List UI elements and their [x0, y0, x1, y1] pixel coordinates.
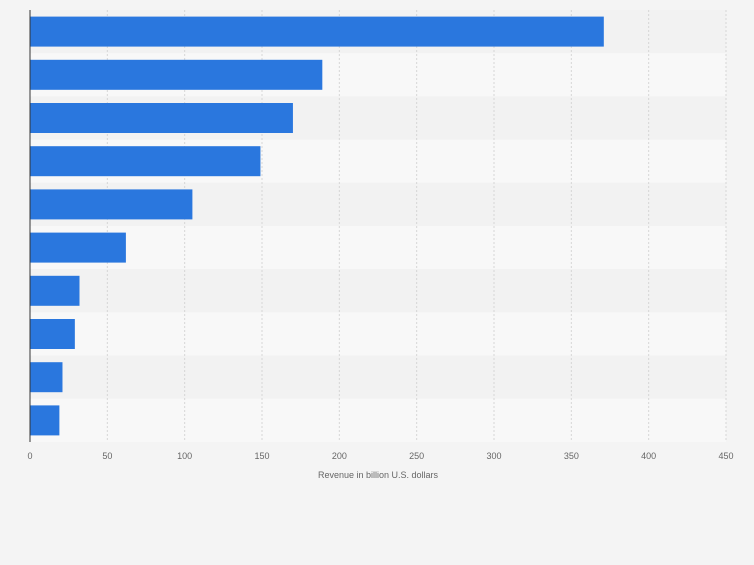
bar	[30, 103, 293, 133]
row-band	[30, 398, 726, 442]
bar	[30, 189, 193, 220]
bar	[30, 232, 126, 263]
row-band	[30, 355, 726, 399]
x-axis-label: Revenue in billion U.S. dollars	[318, 470, 439, 480]
bar	[30, 146, 261, 177]
row-band	[30, 269, 726, 313]
bar	[30, 59, 323, 90]
x-tick-label: 350	[564, 451, 579, 461]
x-tick-label: 300	[486, 451, 501, 461]
bar	[30, 275, 80, 306]
x-tick-label: 450	[718, 451, 733, 461]
x-tick-label: 150	[254, 451, 269, 461]
x-tick-label: 200	[332, 451, 347, 461]
x-tick-label: 0	[27, 451, 32, 461]
bar	[30, 405, 60, 436]
x-tick-labels: 0 50 100 150 200 250 300 350 400 450	[27, 451, 733, 461]
x-tick-label: 400	[641, 451, 656, 461]
x-tick-label: 250	[409, 451, 424, 461]
x-tick-label: 100	[177, 451, 192, 461]
row-band	[30, 226, 726, 270]
x-tick-label: 50	[102, 451, 112, 461]
bars	[30, 16, 604, 436]
bar	[30, 319, 75, 349]
row-band	[30, 312, 726, 356]
bar	[30, 362, 63, 393]
bar	[30, 16, 604, 47]
